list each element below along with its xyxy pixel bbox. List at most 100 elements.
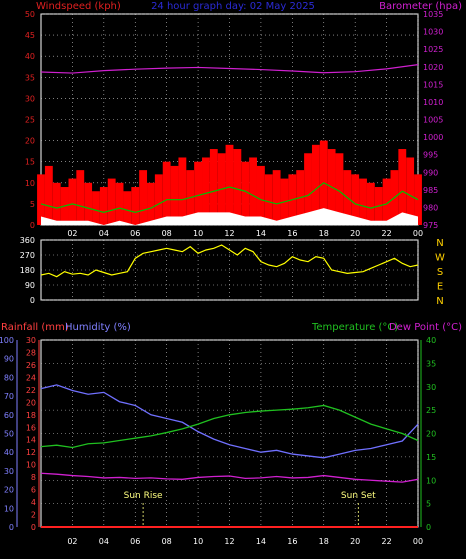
barometer-tick-label: 1025	[423, 45, 443, 54]
gust-bar	[398, 149, 407, 225]
gust-bar	[123, 191, 132, 225]
temperature-tick-label: 20	[426, 430, 436, 439]
average-wind-line	[40, 182, 419, 213]
time-tick-label: 12	[224, 229, 234, 238]
direction-axes: 0 90 180 270 360	[20, 236, 35, 305]
gust-bar	[249, 157, 257, 225]
rainfall-tick-label: 30	[26, 336, 36, 345]
gust-bar	[194, 161, 203, 225]
gust-bar	[406, 157, 415, 225]
dew-point-line	[40, 472, 419, 483]
gust-bar	[311, 144, 320, 225]
humidity-tick-label: 100	[0, 336, 14, 345]
gust-bar	[147, 182, 155, 225]
gust-bar	[107, 178, 116, 225]
bottom-axes: 0510152025303540024681012141618202224262…	[0, 336, 436, 546]
rainfall-tick-label: 4	[31, 498, 36, 507]
gust-bar	[131, 187, 140, 225]
humidity-tick-label: 40	[4, 448, 14, 457]
time-tick-label: 14	[256, 537, 266, 546]
barometer-tick-label: 980	[423, 203, 438, 212]
barometer-tick-label: 1020	[423, 63, 443, 72]
gust-bar	[272, 170, 281, 225]
barometer-tick-label: 990	[423, 168, 438, 177]
compass-label: W	[435, 253, 445, 264]
temperature-tick-label: 10	[426, 476, 436, 485]
windspeed-tick-label: 20	[25, 137, 35, 146]
compass-label: N	[436, 296, 443, 307]
windspeed-tick-label: 10	[25, 179, 35, 188]
direction-tick-label: 270	[20, 251, 35, 260]
rainfall-tick-label: 8	[31, 473, 36, 482]
gust-bar	[68, 178, 77, 225]
time-tick-label: 20	[350, 537, 360, 546]
temperature-tick-label: 5	[426, 500, 431, 509]
temperature-tick-label: 35	[426, 359, 436, 368]
barometer-line	[40, 64, 419, 74]
time-tick-label: 08	[162, 537, 172, 546]
windspeed-tick-label: 35	[25, 73, 35, 82]
rainfall-tick-label: 24	[26, 373, 36, 382]
sunset-label: Sun Set	[341, 491, 376, 501]
humidity-tick-label: 90	[4, 355, 14, 364]
top-series	[37, 64, 422, 225]
time-tick-label: 10	[193, 229, 203, 238]
gust-bar	[37, 174, 45, 225]
humidity-line	[40, 384, 419, 459]
gust-bar	[84, 182, 93, 225]
gust-bar	[162, 161, 171, 225]
gust-bar	[359, 178, 367, 225]
humidity-tick-label: 0	[9, 523, 14, 532]
time-tick-label: 22	[381, 229, 391, 238]
barometer-tick-label: 985	[423, 186, 438, 195]
gust-bar	[351, 174, 360, 225]
time-tick-label: 16	[287, 537, 297, 546]
humidity-tick-label: 30	[4, 467, 14, 476]
rainfall-tick-label: 12	[26, 448, 36, 457]
top-axes: 0510152025303540455097598098599099510001…	[25, 10, 444, 238]
gust-bar	[225, 144, 234, 225]
gust-bar	[366, 182, 375, 225]
windspeed-tick-label: 0	[30, 221, 35, 230]
gust-bar	[139, 170, 148, 225]
windspeed-tick-label: 25	[25, 116, 35, 125]
humidity-axis-label: Humidity (%)	[65, 322, 131, 333]
gust-bar	[264, 174, 273, 225]
time-tick-label: 08	[162, 229, 172, 238]
gust-bar	[44, 165, 53, 225]
gust-bar	[241, 161, 250, 225]
gust-bar	[170, 165, 179, 225]
gust-bar	[99, 187, 108, 225]
gust-bar	[335, 153, 344, 225]
direction-tick-label: 0	[30, 296, 35, 305]
lull-area	[41, 208, 418, 225]
direction-tick-label: 180	[20, 266, 35, 275]
temperature-humidity-panel: Rainfall (mm) Humidity (%) Temperature (…	[0, 322, 462, 546]
windspeed-tick-label: 5	[30, 200, 35, 209]
barometer-tick-label: 995	[423, 151, 438, 160]
barometer-tick-label: 1010	[423, 98, 443, 107]
rainfall-tick-label: 20	[26, 398, 36, 407]
time-tick-label: 22	[381, 537, 391, 546]
windspeed-tick-label: 30	[25, 94, 35, 103]
compass-label: S	[437, 267, 443, 278]
temperature-tick-label: 25	[426, 406, 436, 415]
direction-series	[40, 244, 419, 278]
time-tick-label: 00	[413, 229, 423, 238]
dew-point-axis-label: Dew Point (°C)	[389, 322, 462, 333]
rainfall-tick-label: 22	[26, 386, 36, 395]
gust-bar	[304, 153, 312, 225]
direction-grid	[41, 239, 419, 301]
temperature-tick-label: 0	[426, 523, 431, 532]
rainfall-tick-label: 16	[26, 423, 36, 432]
rainfall-tick-label: 18	[26, 411, 36, 420]
gust-bar	[209, 149, 218, 225]
rainfall-tick-label: 10	[26, 461, 36, 470]
barometer-tick-label: 1015	[423, 80, 443, 89]
temperature-axis-label: Temperature (°C)	[311, 322, 398, 333]
humidity-tick-label: 60	[4, 411, 14, 420]
temperature-line	[40, 404, 419, 449]
rainfall-tick-label: 26	[26, 361, 36, 370]
